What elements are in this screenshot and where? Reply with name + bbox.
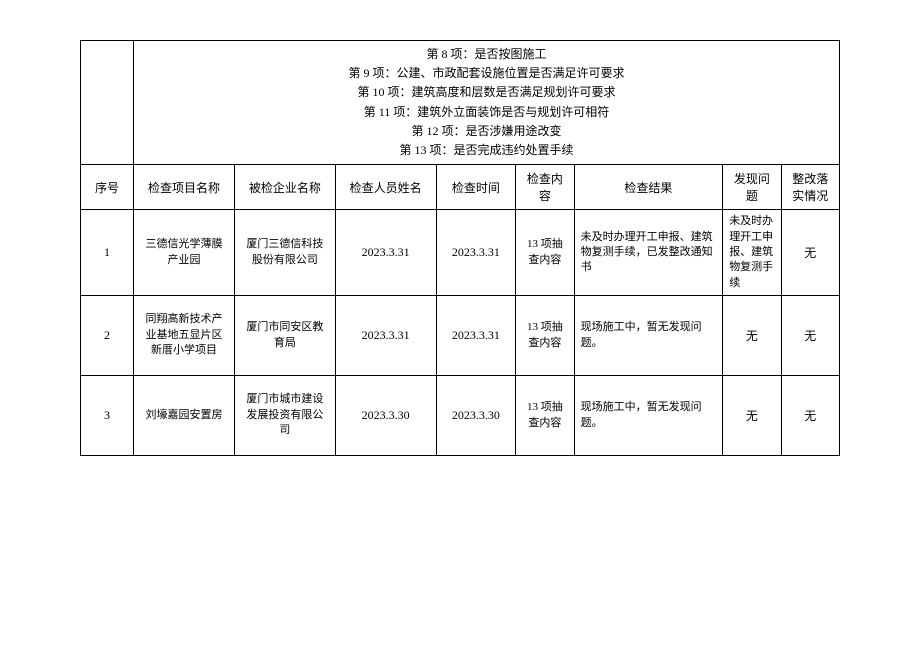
table-row: 1 三德信光学薄膜产业园 厦门三德信科技股份有限公司 2023.3.31 202… xyxy=(81,210,840,296)
cell-time: 2023.3.31 xyxy=(436,210,516,296)
note-item-8: 第 8 项：是否按图施工 xyxy=(140,45,833,64)
notes-row: 第 8 项：是否按图施工 第 9 项：公建、市政配套设施位置是否满足许可要求 第… xyxy=(81,41,840,165)
note-item-9: 第 9 项：公建、市政配套设施位置是否满足许可要求 xyxy=(140,64,833,83)
header-inspector: 检查人员姓名 xyxy=(335,165,436,210)
table-row: 2 同翔高新技术产业基地五显片区新厝小学项目 厦门市同安区教育局 2023.3.… xyxy=(81,296,840,376)
cell-inspector: 2023.3.31 xyxy=(335,296,436,376)
header-rectify: 整改落实情况 xyxy=(781,165,839,210)
cell-rectify: 无 xyxy=(781,296,839,376)
cell-content: 13 项抽查内容 xyxy=(516,296,574,376)
header-company: 被检企业名称 xyxy=(234,165,335,210)
cell-project: 三德信光学薄膜产业园 xyxy=(134,210,235,296)
header-project: 检查项目名称 xyxy=(134,165,235,210)
header-issues: 发现问题 xyxy=(723,165,781,210)
cell-result: 未及时办理开工申报、建筑物复测手续，已发整改通知书 xyxy=(574,210,723,296)
header-time: 检查时间 xyxy=(436,165,516,210)
cell-project: 刘壕嘉园安置房 xyxy=(134,376,235,456)
cell-inspector: 2023.3.30 xyxy=(335,376,436,456)
cell-seq: 1 xyxy=(81,210,134,296)
cell-company: 厦门三德信科技股份有限公司 xyxy=(234,210,335,296)
note-item-13: 第 13 项：是否完成违约处置手续 xyxy=(140,141,833,160)
cell-issues: 未及时办理开工申报、建筑物复测手续 xyxy=(723,210,781,296)
inspection-table: 第 8 项：是否按图施工 第 9 项：公建、市政配套设施位置是否满足许可要求 第… xyxy=(80,40,840,456)
cell-content: 13 项抽查内容 xyxy=(516,210,574,296)
cell-project: 同翔高新技术产业基地五显片区新厝小学项目 xyxy=(134,296,235,376)
cell-result: 现场施工中，暂无发现问题。 xyxy=(574,296,723,376)
cell-content: 13 项抽查内容 xyxy=(516,376,574,456)
header-result: 检查结果 xyxy=(574,165,723,210)
cell-seq: 2 xyxy=(81,296,134,376)
note-item-12: 第 12 项：是否涉嫌用途改变 xyxy=(140,122,833,141)
cell-result: 现场施工中，暂无发现问题。 xyxy=(574,376,723,456)
note-item-11: 第 11 项：建筑外立面装饰是否与规划许可相符 xyxy=(140,103,833,122)
note-item-10: 第 10 项：建筑高度和层数是否满足规划许可要求 xyxy=(140,83,833,102)
cell-rectify: 无 xyxy=(781,376,839,456)
header-content: 检查内容 xyxy=(516,165,574,210)
cell-company: 厦门市城市建设发展投资有限公司 xyxy=(234,376,335,456)
table-row: 3 刘壕嘉园安置房 厦门市城市建设发展投资有限公司 2023.3.30 2023… xyxy=(81,376,840,456)
cell-time: 2023.3.31 xyxy=(436,296,516,376)
cell-issues: 无 xyxy=(723,376,781,456)
header-seq: 序号 xyxy=(81,165,134,210)
cell-rectify: 无 xyxy=(781,210,839,296)
table-header-row: 序号 检查项目名称 被检企业名称 检查人员姓名 检查时间 检查内容 检查结果 发… xyxy=(81,165,840,210)
cell-inspector: 2023.3.31 xyxy=(335,210,436,296)
cell-seq: 3 xyxy=(81,376,134,456)
cell-company: 厦门市同安区教育局 xyxy=(234,296,335,376)
cell-issues: 无 xyxy=(723,296,781,376)
cell-time: 2023.3.30 xyxy=(436,376,516,456)
